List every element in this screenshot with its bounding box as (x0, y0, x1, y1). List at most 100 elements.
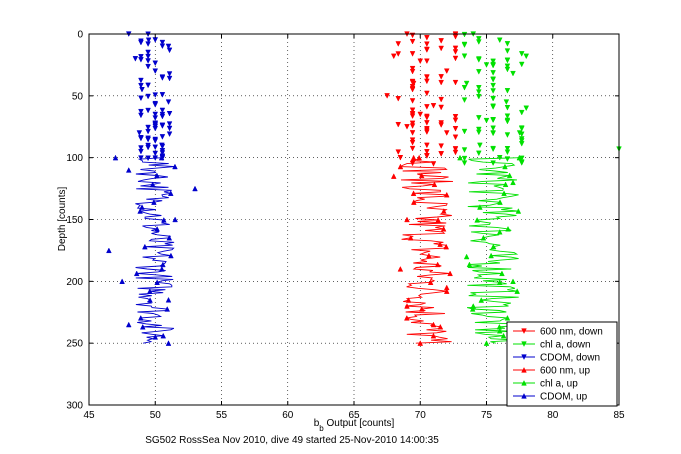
data-marker (152, 144, 159, 151)
data-marker (404, 124, 410, 130)
data-marker (504, 48, 511, 54)
data-marker (152, 60, 159, 67)
data-marker (147, 288, 153, 294)
data-marker (136, 130, 143, 136)
data-marker (469, 306, 476, 312)
data-marker (452, 79, 459, 86)
data-marker (500, 332, 507, 339)
data-marker (516, 130, 523, 136)
data-marker (438, 122, 444, 128)
data-marker (159, 111, 166, 118)
data-marker (480, 234, 487, 241)
data-marker (438, 45, 444, 52)
data-marker (418, 172, 425, 179)
series-cdom-up (106, 154, 198, 346)
data-marker (132, 56, 139, 62)
data-marker (504, 314, 511, 321)
data-marker (437, 323, 444, 330)
legend-label: CDOM, up (540, 392, 588, 403)
data-marker (409, 51, 416, 57)
data-marker (463, 253, 470, 260)
data-marker (159, 74, 166, 80)
data-marker (395, 96, 402, 102)
data-marker (138, 145, 144, 151)
data-marker (490, 70, 496, 76)
data-marker (490, 243, 497, 250)
data-marker (152, 68, 159, 75)
data-marker (431, 181, 438, 188)
data-marker (452, 126, 459, 132)
data-marker (152, 334, 159, 340)
data-marker (466, 261, 473, 268)
data-marker (496, 228, 503, 235)
data-marker (470, 303, 477, 309)
data-marker (443, 243, 450, 250)
data-marker (441, 208, 447, 214)
y-tick-label: 100 (66, 153, 83, 164)
data-marker (463, 80, 470, 87)
data-marker (159, 39, 166, 46)
data-marker (476, 69, 482, 75)
data-marker (106, 247, 112, 254)
data-marker (424, 41, 430, 48)
data-marker (424, 149, 430, 155)
data-marker (452, 55, 459, 62)
series-cdom-down (125, 31, 173, 162)
data-marker (152, 123, 159, 130)
data-marker (166, 110, 173, 117)
data-marker (138, 77, 144, 84)
data-marker (159, 266, 165, 272)
data-marker (409, 145, 416, 152)
data-marker (145, 41, 151, 47)
legend-label: chl a, up (540, 379, 578, 390)
data-marker (152, 111, 159, 118)
series-chl-a-down (461, 31, 622, 167)
x-tick-label: 85 (613, 410, 625, 421)
data-marker (521, 380, 527, 386)
data-marker (490, 117, 496, 123)
data-marker (145, 63, 151, 70)
data-marker (499, 270, 505, 277)
data-marker (476, 56, 482, 62)
data-marker (521, 354, 527, 360)
data-marker (139, 204, 145, 210)
data-marker (166, 131, 173, 138)
data-marker (518, 109, 525, 116)
data-marker (145, 82, 151, 89)
data-marker (483, 340, 490, 346)
data-marker (138, 54, 144, 60)
data-marker (417, 58, 424, 65)
x-tick-label: 45 (83, 410, 95, 421)
data-marker (154, 279, 160, 285)
data-marker (504, 156, 511, 162)
data-marker (438, 143, 444, 150)
data-marker (151, 199, 157, 205)
data-marker (138, 82, 144, 89)
data-marker (139, 323, 146, 330)
data-marker (457, 154, 463, 161)
data-marker (506, 172, 513, 179)
series-chl-a-up (457, 154, 523, 346)
data-marker (152, 102, 159, 108)
data-marker (409, 111, 416, 118)
data-marker (477, 142, 483, 149)
data-marker (438, 96, 444, 103)
data-marker (390, 53, 397, 60)
data-marker (477, 204, 483, 210)
data-marker (424, 58, 430, 65)
data-marker (410, 199, 417, 205)
data-marker (504, 113, 511, 120)
data-marker (147, 297, 153, 303)
data-marker (165, 296, 172, 303)
legend-label: 600 nm, up (540, 366, 590, 377)
data-marker (461, 160, 468, 167)
data-marker (461, 155, 468, 162)
legend-label: CDOM, down (540, 353, 600, 364)
data-marker (443, 130, 450, 136)
data-marker (461, 97, 468, 104)
data-marker (496, 37, 503, 44)
data-marker (521, 341, 527, 347)
data-marker (504, 57, 511, 64)
data-marker (409, 137, 416, 144)
